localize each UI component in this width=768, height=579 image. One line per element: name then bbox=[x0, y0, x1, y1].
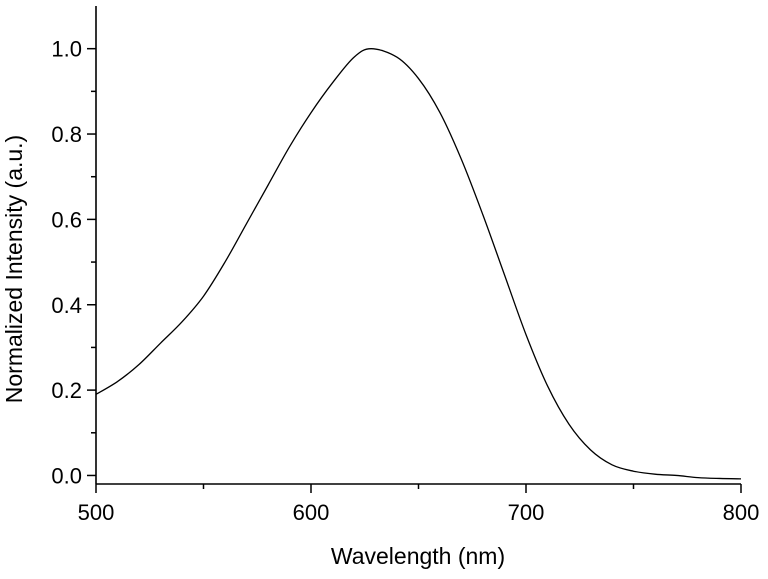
x-tick-label: 600 bbox=[293, 500, 330, 525]
y-tick-label: 1.0 bbox=[51, 37, 82, 62]
y-tick-label: 0.0 bbox=[51, 463, 82, 488]
y-tick-label: 0.4 bbox=[51, 293, 82, 318]
x-axis-title: Wavelength (nm) bbox=[331, 543, 505, 569]
x-ticks: 500 600 700 800 bbox=[78, 484, 760, 525]
y-axis: 0.0 0.2 0.4 0.6 0.8 1.0 bbox=[51, 6, 97, 488]
y-ticks: 0.0 0.2 0.4 0.6 0.8 1.0 bbox=[51, 37, 96, 488]
x-tick-label: 500 bbox=[78, 500, 115, 525]
y-axis-title: Normalized Intensity (a.u.) bbox=[1, 135, 27, 403]
x-tick-label: 700 bbox=[508, 500, 545, 525]
x-tick-label: 800 bbox=[723, 500, 760, 525]
y-tick-label: 0.6 bbox=[51, 207, 82, 232]
y-tick-label: 0.8 bbox=[51, 122, 82, 147]
series-line bbox=[95, 48, 742, 480]
x-axis: 500 600 700 800 bbox=[78, 483, 760, 525]
y-tick-label: 0.2 bbox=[51, 378, 82, 403]
